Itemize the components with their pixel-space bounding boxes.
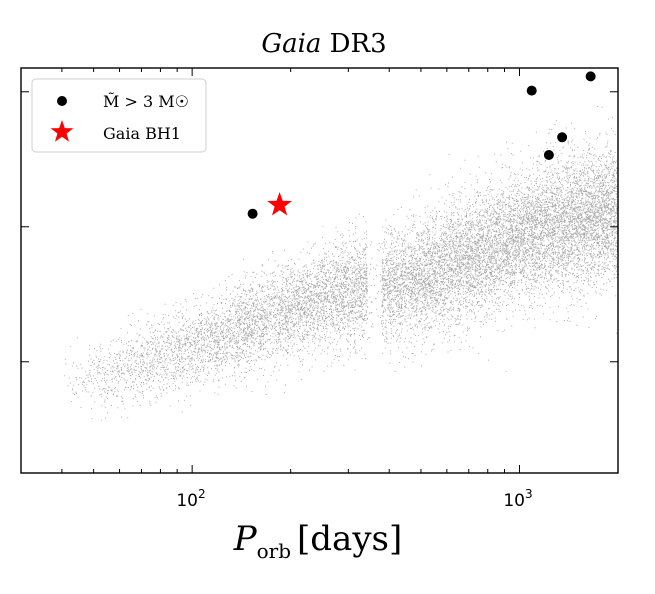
massive-companion-point bbox=[526, 85, 537, 96]
x-axis-label: Porb [days] bbox=[233, 519, 403, 563]
plot-frame bbox=[20, 67, 619, 474]
legend-circle-icon bbox=[57, 96, 67, 106]
x-axis-label-units: [days] bbox=[297, 519, 402, 559]
massive-companion-point bbox=[585, 71, 596, 82]
chart-title: Gaia DR3 bbox=[261, 29, 386, 59]
x-tick-exp-1000: 3 bbox=[525, 487, 533, 501]
legend-label-massive: M̃ > 3 M☉ bbox=[103, 92, 189, 111]
legend: M̃ > 3 M☉ Gaia BH1 bbox=[31, 78, 207, 153]
chart-title-rest: DR3 bbox=[321, 29, 386, 59]
population-cloud bbox=[63, 106, 619, 421]
massive-companion-point bbox=[557, 132, 568, 143]
x-axis-label-symbol: P bbox=[233, 519, 258, 559]
x-tick-label-1000: 103 bbox=[503, 487, 532, 511]
x-axis-label-subscript: orb bbox=[257, 539, 291, 563]
gaia-bh1-star bbox=[267, 191, 292, 216]
legend-box bbox=[31, 78, 207, 153]
chart-title-italic: Gaia bbox=[261, 29, 321, 59]
massive-companion-point bbox=[543, 150, 554, 161]
legend-label-bh1: Gaia BH1 bbox=[103, 124, 181, 143]
x-tick-base-1000: 10 bbox=[503, 491, 525, 511]
x-tick-exp-100: 2 bbox=[198, 487, 206, 501]
data-markers bbox=[247, 71, 596, 219]
legend-star-icon bbox=[50, 120, 74, 142]
massive-companion-point bbox=[247, 208, 258, 219]
x-tick-base-100: 10 bbox=[176, 491, 198, 511]
x-tick-label-100: 102 bbox=[176, 487, 205, 511]
population-points bbox=[63, 106, 619, 421]
